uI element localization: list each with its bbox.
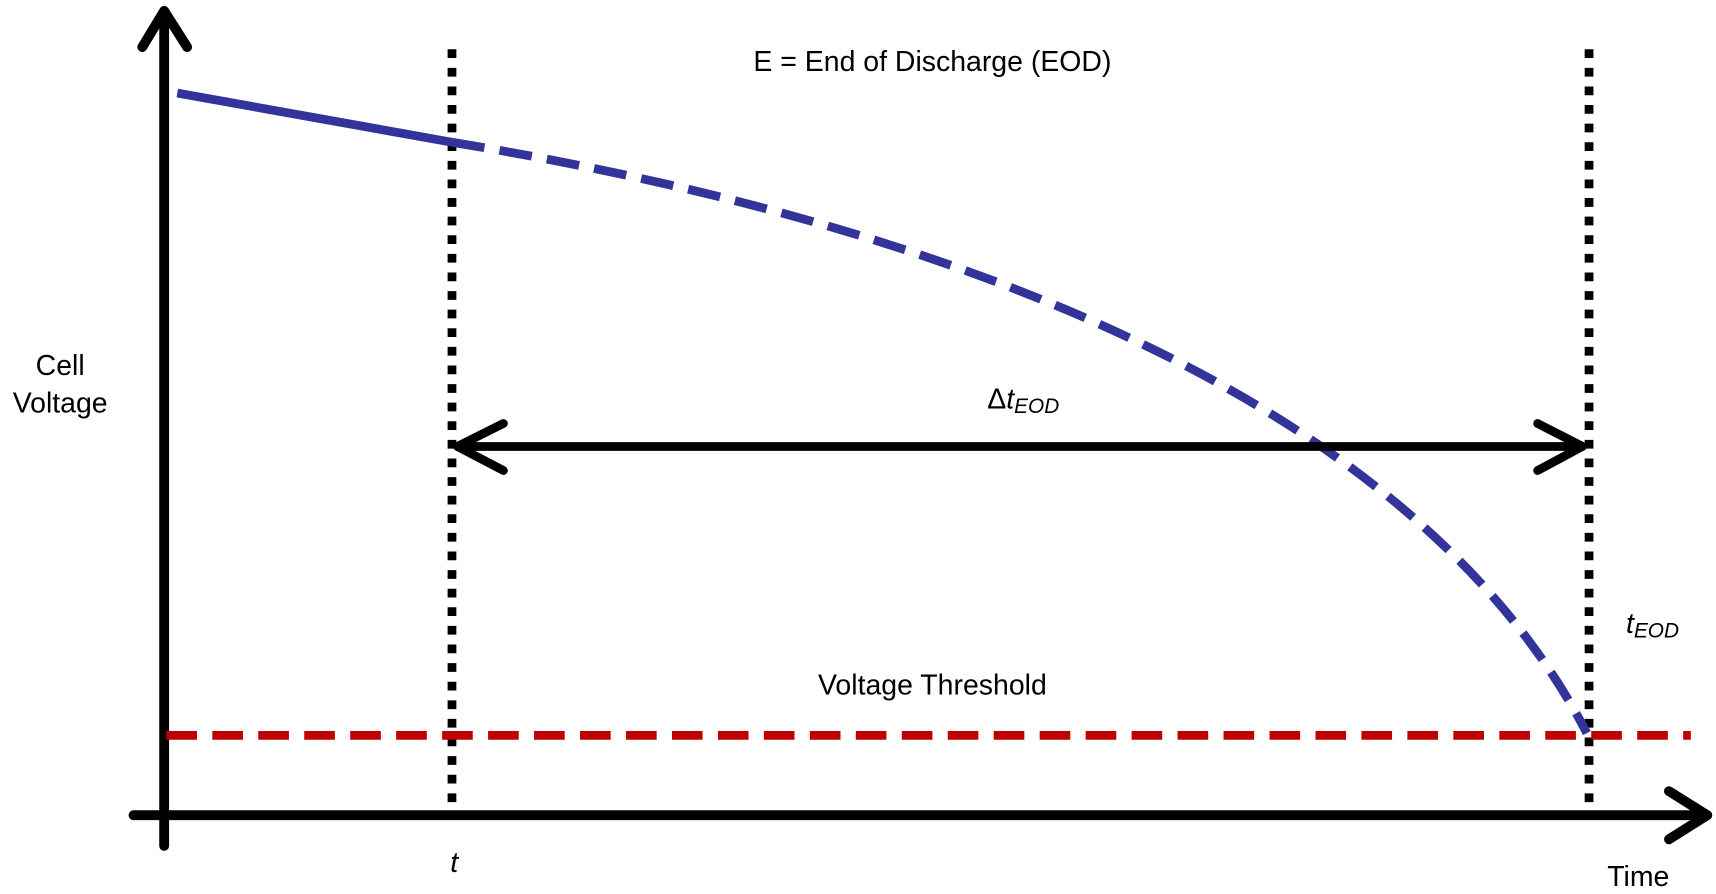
y-axis-label: Cell [36, 350, 85, 382]
t-eod-label: tEOD [1626, 607, 1679, 643]
delta-arrow [453, 419, 1587, 475]
y-axis-label: Voltage [13, 387, 108, 419]
delta-arrow-right [1533, 419, 1587, 475]
t-eod-variable: t [1626, 607, 1635, 639]
delta-variable: t [1006, 383, 1015, 415]
delta-label: ΔtEOD [987, 383, 1059, 419]
y-axis-arrow [137, 6, 193, 52]
title: E = End of Discharge (EOD) [753, 46, 1111, 78]
x-axis-arrow [1664, 786, 1713, 845]
delta-arrow-left [453, 419, 508, 475]
axes [128, 6, 1713, 851]
t-eod-subscript: EOD [1634, 620, 1679, 643]
delta-subscript: EOD [1014, 396, 1059, 419]
predicted-voltage [451, 137, 1591, 736]
t-label: t [450, 847, 459, 879]
threshold-label: Voltage Threshold [818, 670, 1047, 702]
measured-voltage [176, 88, 453, 147]
delta-symbol: Δ [987, 383, 1006, 415]
x-axis-label: Time [1607, 861, 1669, 893]
